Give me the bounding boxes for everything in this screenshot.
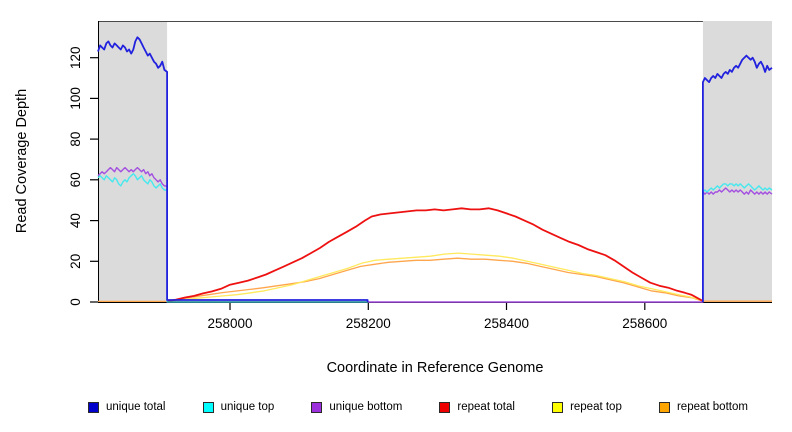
x-tick-label-258400: 258400 — [484, 316, 529, 331]
repeat-top-swatch-icon — [552, 401, 564, 413]
legend-item-repeat-bottom: repeat bottom — [658, 401, 748, 413]
series-line-repeat-top — [167, 252, 704, 303]
series-line-repeat-total — [166, 207, 704, 303]
shaded-region-left — [98, 21, 168, 302]
x-tick-label-258600: 258600 — [622, 316, 667, 331]
y-tick-label-100: 100 — [68, 87, 83, 110]
y-tick-label-120: 120 — [68, 46, 83, 69]
legend-label: unique top — [220, 401, 275, 413]
y-axis-title: Read Coverage Depth — [14, 88, 30, 234]
y-tick-label-0: 0 — [68, 298, 83, 306]
legend-item-repeat-total: repeat total — [439, 401, 515, 413]
legend-label: repeat top — [570, 401, 622, 413]
x-tick-label-258000: 258000 — [207, 316, 252, 331]
legend-label: repeat bottom — [676, 401, 748, 413]
legend-label: unique total — [106, 401, 166, 413]
unique-bottom-swatch-icon — [311, 401, 323, 413]
legend-item-repeat-top: repeat top — [552, 401, 622, 413]
legend-label: repeat total — [457, 401, 515, 413]
y-tick-label-40: 40 — [68, 213, 83, 228]
x-tick-label-258200: 258200 — [346, 316, 391, 331]
series-line-unique-total — [702, 54, 773, 302]
unique-top-swatch-icon — [202, 401, 214, 413]
repeat-total-swatch-icon — [439, 401, 451, 413]
y-tick-label-20: 20 — [68, 254, 83, 269]
repeat-bottom-swatch-icon — [658, 401, 670, 413]
y-tick-label-80: 80 — [68, 132, 83, 147]
series-line-unique-top — [702, 183, 773, 302]
series-line-unique-total — [97, 36, 369, 302]
legend-item-unique-top: unique top — [202, 401, 275, 413]
legend: unique total unique top unique bottom re… — [88, 401, 748, 413]
series-line-unique-bottom — [97, 166, 773, 303]
series-line-repeat-bottom — [98, 257, 772, 303]
legend-item-unique-total: unique total — [88, 401, 165, 413]
legend-label: unique bottom — [329, 401, 403, 413]
unique-total-swatch-icon — [88, 401, 99, 413]
y-tick-label-60: 60 — [68, 172, 83, 187]
legend-item-unique-bottom: unique bottom — [311, 401, 402, 413]
series-line-unique-top — [97, 172, 168, 302]
x-axis-title: Coordinate in Reference Genome — [326, 360, 544, 376]
